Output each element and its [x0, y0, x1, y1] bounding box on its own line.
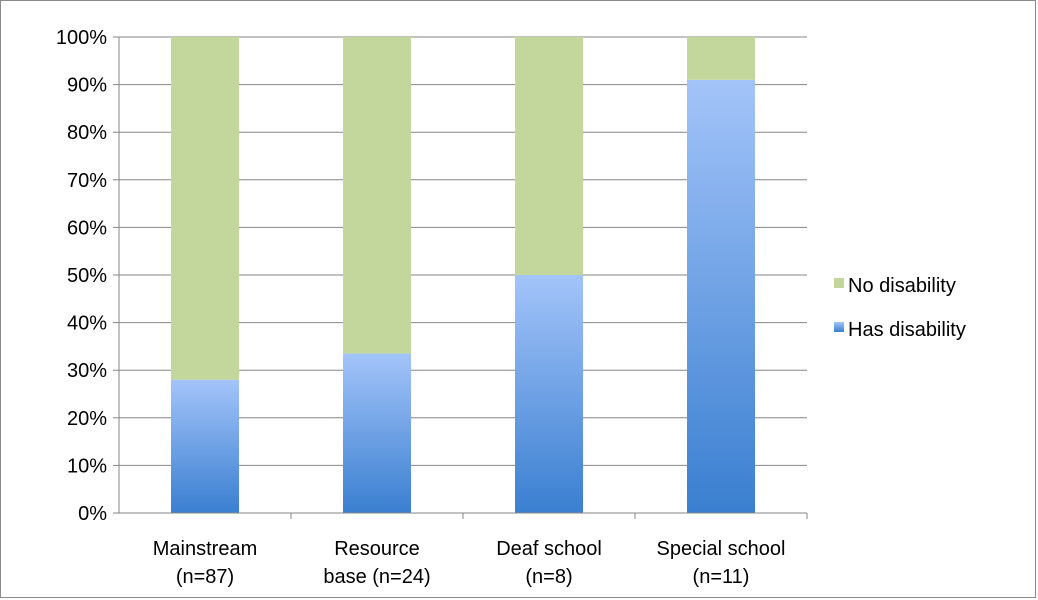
x-category-label: base (n=24)	[323, 566, 430, 588]
x-category-label: Mainstream	[153, 538, 257, 560]
bar-no-disability	[343, 37, 411, 354]
x-category-label: Deaf school	[496, 538, 602, 560]
x-category-label: Resource	[334, 538, 420, 560]
y-tick-label: 40%	[67, 313, 107, 335]
legend-swatch-has-disability	[834, 322, 844, 332]
bar-has-disability	[171, 379, 239, 513]
x-category-label: (n=11)	[693, 566, 750, 588]
bar-has-disability	[515, 275, 583, 513]
legend-label-has-disability: Has disability	[848, 319, 966, 341]
bar-no-disability	[171, 37, 239, 380]
x-category-label: (n=8)	[525, 566, 572, 588]
y-tick-label: 50%	[67, 265, 107, 287]
y-tick-label: 100%	[56, 27, 107, 49]
y-tick-label: 90%	[67, 75, 107, 97]
x-category-label: (n=87)	[176, 566, 234, 588]
bar-no-disability	[515, 37, 583, 275]
y-tick-label: 20%	[67, 408, 107, 430]
y-tick-label: 60%	[67, 217, 107, 239]
x-category-labels: Mainstream (n=87) Resource base (n=24) Deaf …	[153, 538, 786, 588]
y-tick-label: 70%	[67, 170, 107, 192]
x-category-label: Special school	[657, 538, 786, 560]
y-tick-label: 0%	[78, 503, 107, 525]
axes	[113, 36, 808, 519]
legend-swatch-no-disability	[834, 278, 844, 288]
bar-no-disability	[687, 37, 755, 80]
legend-label-no-disability: No disability	[848, 275, 956, 297]
bars	[171, 37, 755, 513]
y-tick-label: 80%	[67, 122, 107, 144]
bar-has-disability	[343, 353, 411, 513]
y-tick-label: 30%	[67, 360, 107, 382]
y-tick-label: 10%	[67, 455, 107, 477]
legend: No disability Has disability	[834, 275, 966, 341]
bar-has-disability	[687, 79, 755, 513]
y-tick-labels: 0% 10% 20% 30% 40% 50% 60% 70% 80% 90% 100%	[56, 27, 107, 525]
